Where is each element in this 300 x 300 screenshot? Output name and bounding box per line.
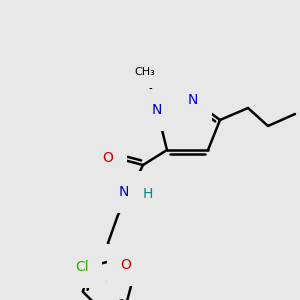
Text: H: H (143, 187, 153, 201)
Text: N: N (152, 103, 162, 117)
Text: N: N (119, 185, 129, 199)
Text: N: N (188, 93, 198, 107)
Text: CH₃: CH₃ (135, 67, 155, 77)
Text: O: O (121, 258, 131, 272)
Text: O: O (103, 151, 113, 165)
Text: Cl: Cl (75, 260, 88, 274)
